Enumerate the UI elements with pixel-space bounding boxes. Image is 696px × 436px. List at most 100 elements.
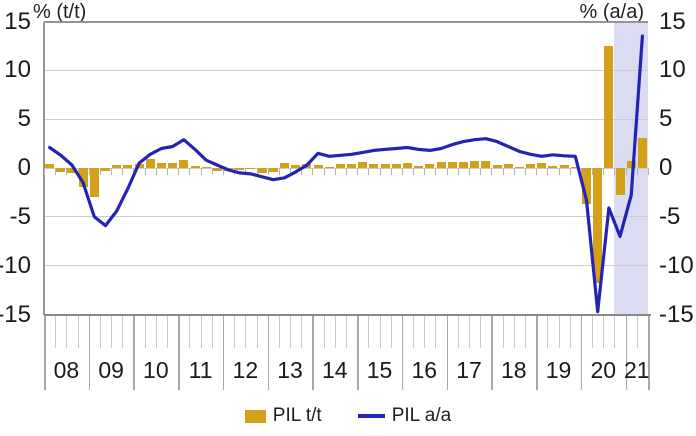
zero-line-tick	[536, 168, 538, 175]
zero-line-tick	[513, 168, 515, 175]
year-separator-tick	[44, 316, 46, 390]
bar-pil-tt	[492, 165, 502, 168]
zero-line-tick	[569, 168, 571, 175]
quarter-tick	[390, 316, 392, 348]
quarter-tick	[245, 316, 247, 348]
gridline	[44, 265, 648, 267]
year-label: 14	[322, 357, 348, 383]
year-separator-tick	[357, 316, 359, 390]
bar-pil-tt	[279, 163, 289, 168]
quarter-tick	[334, 316, 336, 348]
zero-line-tick	[603, 168, 605, 175]
zero-line-tick	[211, 168, 213, 175]
zero-line-tick	[200, 168, 202, 175]
quarter-tick	[435, 316, 437, 348]
zero-line-tick	[592, 168, 594, 175]
bar-pil-tt	[235, 168, 245, 170]
quarter-tick	[189, 316, 191, 348]
zero-line-tick	[155, 168, 157, 175]
gridline	[44, 118, 648, 120]
y-axis-label-right: 0	[659, 154, 673, 181]
bar-pil-tt	[514, 167, 524, 168]
quarter-tick	[99, 316, 101, 348]
zero-line-tick	[368, 168, 370, 175]
zero-line-tick	[278, 168, 280, 175]
zero-line-tick	[111, 168, 113, 175]
quarter-tick	[614, 316, 616, 348]
bar-pil-tt	[257, 168, 267, 173]
bar-pil-tt	[414, 166, 424, 168]
year-label: 16	[411, 357, 438, 383]
zero-line-tick	[99, 168, 101, 175]
quarter-tick	[547, 316, 549, 348]
zero-line-tick	[301, 168, 303, 175]
year-label: 15	[366, 357, 393, 383]
quarter-tick	[66, 316, 68, 348]
year-label: 13	[277, 357, 303, 383]
quarter-tick	[278, 316, 280, 348]
year-separator-tick	[491, 316, 493, 390]
zero-line-tick	[88, 168, 90, 175]
bar-pil-tt	[615, 168, 625, 196]
quarter-tick	[234, 316, 236, 348]
quarter-tick	[424, 316, 426, 348]
plot-top-border	[44, 21, 648, 23]
bar-pil-tt	[179, 160, 189, 168]
bar-pil-tt	[403, 163, 413, 168]
left-axis-title: % (t/t)	[33, 1, 87, 23]
bar-pil-tt	[369, 164, 379, 168]
zero-line-tick	[558, 168, 560, 175]
zero-line-tick	[245, 168, 247, 175]
zero-line-tick	[144, 168, 146, 175]
zero-line-tick	[524, 168, 526, 175]
gridline	[44, 216, 648, 218]
bar-pil-tt	[268, 168, 278, 172]
y-axis-label-left: -5	[9, 202, 31, 230]
bar-pil-tt	[436, 162, 446, 168]
bar-pil-tt	[89, 168, 99, 198]
zero-line-tick	[267, 168, 269, 175]
y-axis-label-right: 10	[659, 56, 686, 84]
bar-pil-tt	[593, 168, 603, 284]
year-label: 11	[188, 357, 213, 383]
year-separator-tick	[133, 316, 135, 390]
bar-pil-tt	[503, 164, 513, 168]
bar-pil-tt	[570, 167, 580, 168]
zero-line-tick	[256, 168, 258, 175]
bar-pil-tt	[447, 162, 457, 168]
quarter-tick	[603, 316, 605, 348]
quarter-tick	[558, 316, 560, 348]
zero-line-tick	[648, 168, 649, 175]
legend-item-pil-aa: PIL a/a	[357, 405, 451, 427]
bar-pil-tt	[201, 167, 211, 168]
bar-pil-tt	[526, 164, 536, 168]
bar-pil-tt	[78, 168, 88, 187]
zero-line-tick	[77, 168, 79, 175]
y-axis-label-left: 15	[4, 7, 31, 35]
zero-line-tick	[122, 168, 124, 175]
year-label: 17	[456, 357, 482, 383]
zero-line-tick	[312, 168, 314, 175]
zero-line-tick	[334, 168, 336, 175]
quarter-tick	[592, 316, 594, 348]
zero-line-tick	[290, 168, 292, 175]
zero-line-tick	[614, 168, 616, 175]
quarter-tick	[323, 316, 325, 348]
quarter-tick	[368, 316, 370, 348]
x-axis-line	[44, 314, 651, 316]
quarter-tick	[122, 316, 124, 348]
zero-line-tick	[167, 168, 169, 175]
quarter-tick	[290, 316, 292, 348]
zero-line-tick	[491, 168, 493, 175]
quarter-tick	[480, 316, 482, 348]
zero-line-tick	[580, 168, 582, 175]
bar-pil-tt	[470, 161, 480, 168]
year-separator-tick	[401, 316, 404, 390]
bar-pil-tt	[380, 164, 390, 168]
quarter-tick	[211, 316, 213, 348]
zero-line-tick	[379, 168, 381, 175]
quarter-tick	[524, 316, 526, 348]
